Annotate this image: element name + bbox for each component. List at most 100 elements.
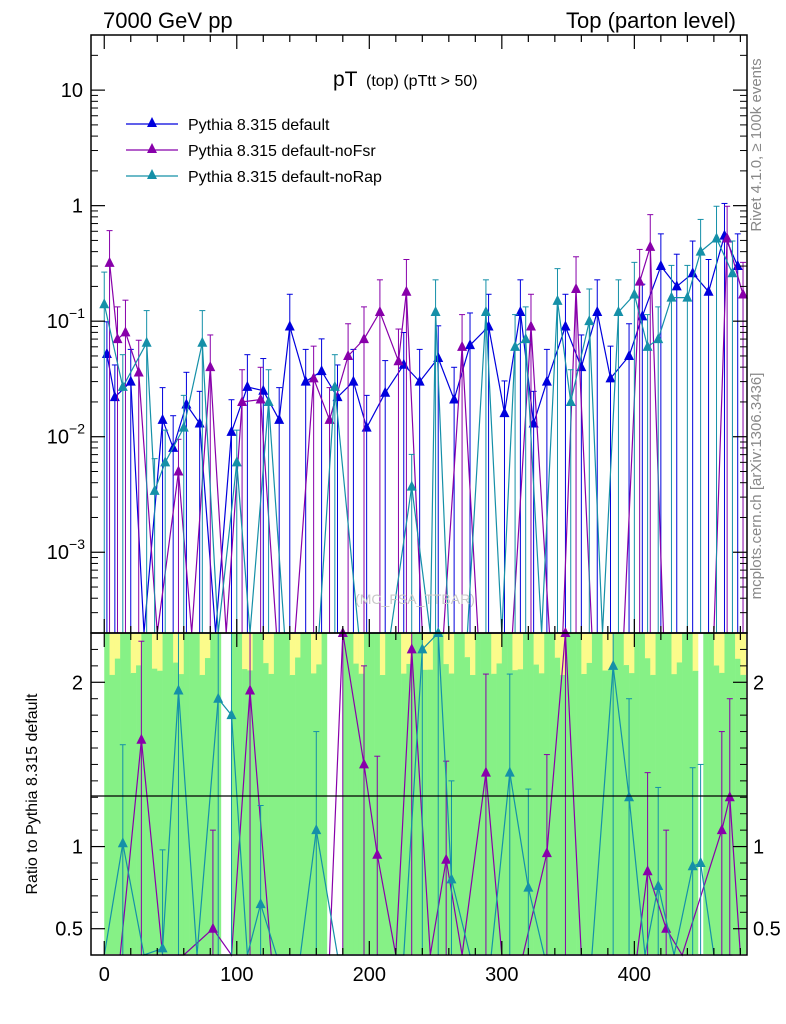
main-data-point xyxy=(226,425,237,436)
green-band xyxy=(395,633,402,954)
green-band xyxy=(406,663,413,954)
green-band xyxy=(703,633,709,954)
ratio-data-point xyxy=(695,857,706,867)
chart-title-sub: (top) (pTtt > 50) xyxy=(366,73,478,90)
yellow-band xyxy=(289,634,296,676)
header-left: 7000 GeV pp xyxy=(103,8,233,33)
green-band xyxy=(470,674,476,954)
main-data-point xyxy=(117,380,128,391)
yellow-band xyxy=(199,634,206,676)
ratio-xtick-label: 200 xyxy=(353,964,386,986)
chart-title-main: pT xyxy=(333,68,358,91)
main-data-point xyxy=(592,306,603,317)
green-band xyxy=(236,633,243,954)
main-data-point xyxy=(520,333,531,344)
green-band xyxy=(295,657,301,954)
green-band xyxy=(475,633,481,954)
main-data-point xyxy=(605,372,616,383)
watermark: (MC_FSA_TTBAR) xyxy=(355,591,475,607)
main-data-point xyxy=(629,288,640,299)
yellow-band xyxy=(586,634,593,664)
main-data-point xyxy=(308,372,319,383)
main-data-point xyxy=(711,232,722,243)
main-data-point xyxy=(722,232,733,243)
main-data-point xyxy=(525,320,536,331)
ratio-series-layer xyxy=(103,627,741,957)
ratio-data-point xyxy=(441,853,452,864)
yellow-band xyxy=(512,634,519,672)
main-data-point xyxy=(231,456,242,467)
green-band xyxy=(316,664,322,954)
green-band xyxy=(136,665,142,954)
main-data-point xyxy=(457,340,468,351)
green-band xyxy=(194,633,200,954)
main-data-point xyxy=(133,366,144,377)
ratio-data-point xyxy=(446,873,457,884)
main-data-point xyxy=(449,393,460,404)
main-data-point xyxy=(655,260,666,271)
green-band xyxy=(708,633,715,954)
main-data-point xyxy=(316,365,327,376)
green-band xyxy=(385,633,391,954)
main-data-point xyxy=(695,245,706,256)
yellow-band xyxy=(114,634,121,660)
green-band xyxy=(263,663,269,954)
green-band xyxy=(724,633,731,954)
ratio-data-point xyxy=(560,627,571,637)
ratio-series-0 xyxy=(119,627,741,957)
green-band xyxy=(204,658,211,954)
yellow-band xyxy=(379,634,386,676)
green-band xyxy=(438,633,444,954)
yellow-band xyxy=(719,634,725,674)
main-data-point xyxy=(255,393,266,404)
ratio-data-point xyxy=(255,898,266,909)
main-data-point xyxy=(160,456,171,467)
main-data-point xyxy=(157,413,168,424)
green-band xyxy=(242,669,248,954)
green-band xyxy=(454,633,460,954)
green-band xyxy=(310,673,317,954)
yellow-band xyxy=(448,634,455,675)
ratio-data-point xyxy=(541,847,552,858)
ratio-data-point xyxy=(406,643,417,654)
ratio-axes: 0 100 200 300 400 0.5 1 2 0.5 1 2 xyxy=(55,633,781,986)
ratio-data-point xyxy=(653,880,664,890)
green-band xyxy=(353,663,360,954)
green-band xyxy=(417,633,423,954)
green-band xyxy=(432,633,439,954)
yellow-band xyxy=(629,634,635,675)
green-band xyxy=(364,633,370,954)
ratio-data-point xyxy=(359,758,370,769)
main-data-point xyxy=(284,320,295,331)
ratio-series-1 xyxy=(103,627,733,956)
green-band xyxy=(427,669,434,954)
main-data-point xyxy=(682,291,693,302)
yellow-band xyxy=(644,634,651,660)
mcplots-label: mcplots.cern.ch [arXiv:1306.3436] xyxy=(748,373,765,600)
main-data-point xyxy=(510,340,521,351)
main-data-point xyxy=(112,333,123,344)
yellow-band xyxy=(554,634,561,659)
green-band xyxy=(660,633,667,954)
legend-marker-norap xyxy=(147,169,157,179)
main-series-line xyxy=(106,233,739,634)
main-data-point xyxy=(571,282,582,293)
green-band xyxy=(369,633,375,954)
green-band xyxy=(464,657,471,954)
main-data-point xyxy=(329,380,340,391)
green-band xyxy=(189,633,195,954)
ratio-data-point xyxy=(117,837,128,848)
green-band xyxy=(199,674,206,954)
ratio-data-point xyxy=(245,684,256,695)
main-data-point xyxy=(343,349,354,360)
green-band xyxy=(512,670,519,954)
yellow-band xyxy=(173,634,179,664)
main-data-point xyxy=(666,291,677,302)
green-band xyxy=(125,633,132,954)
ratio-xtick-label: 0 xyxy=(99,964,110,986)
ratio-data-point xyxy=(136,733,147,744)
green-band xyxy=(151,668,158,954)
green-band xyxy=(639,633,646,954)
yellow-band xyxy=(358,634,365,675)
main-data-point xyxy=(361,421,372,432)
